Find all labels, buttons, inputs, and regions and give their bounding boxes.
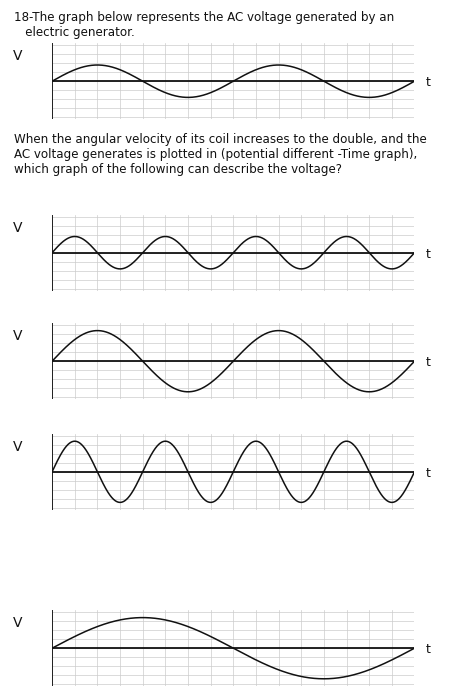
Text: When the angular velocity of its coil increases to the double, and the
AC voltag: When the angular velocity of its coil in… [14,133,426,176]
Text: t: t [425,248,430,260]
Text: t: t [425,356,430,369]
Text: electric generator.: electric generator. [14,26,135,39]
Text: V: V [14,221,23,235]
Text: t: t [425,76,430,89]
Text: V: V [14,330,23,344]
Text: V: V [14,617,23,631]
Text: t: t [425,467,430,480]
Text: 18-The graph below represents the AC voltage generated by an: 18-The graph below represents the AC vol… [14,10,394,24]
Text: t: t [425,643,430,656]
Text: V: V [14,440,23,454]
Text: V: V [14,50,23,64]
